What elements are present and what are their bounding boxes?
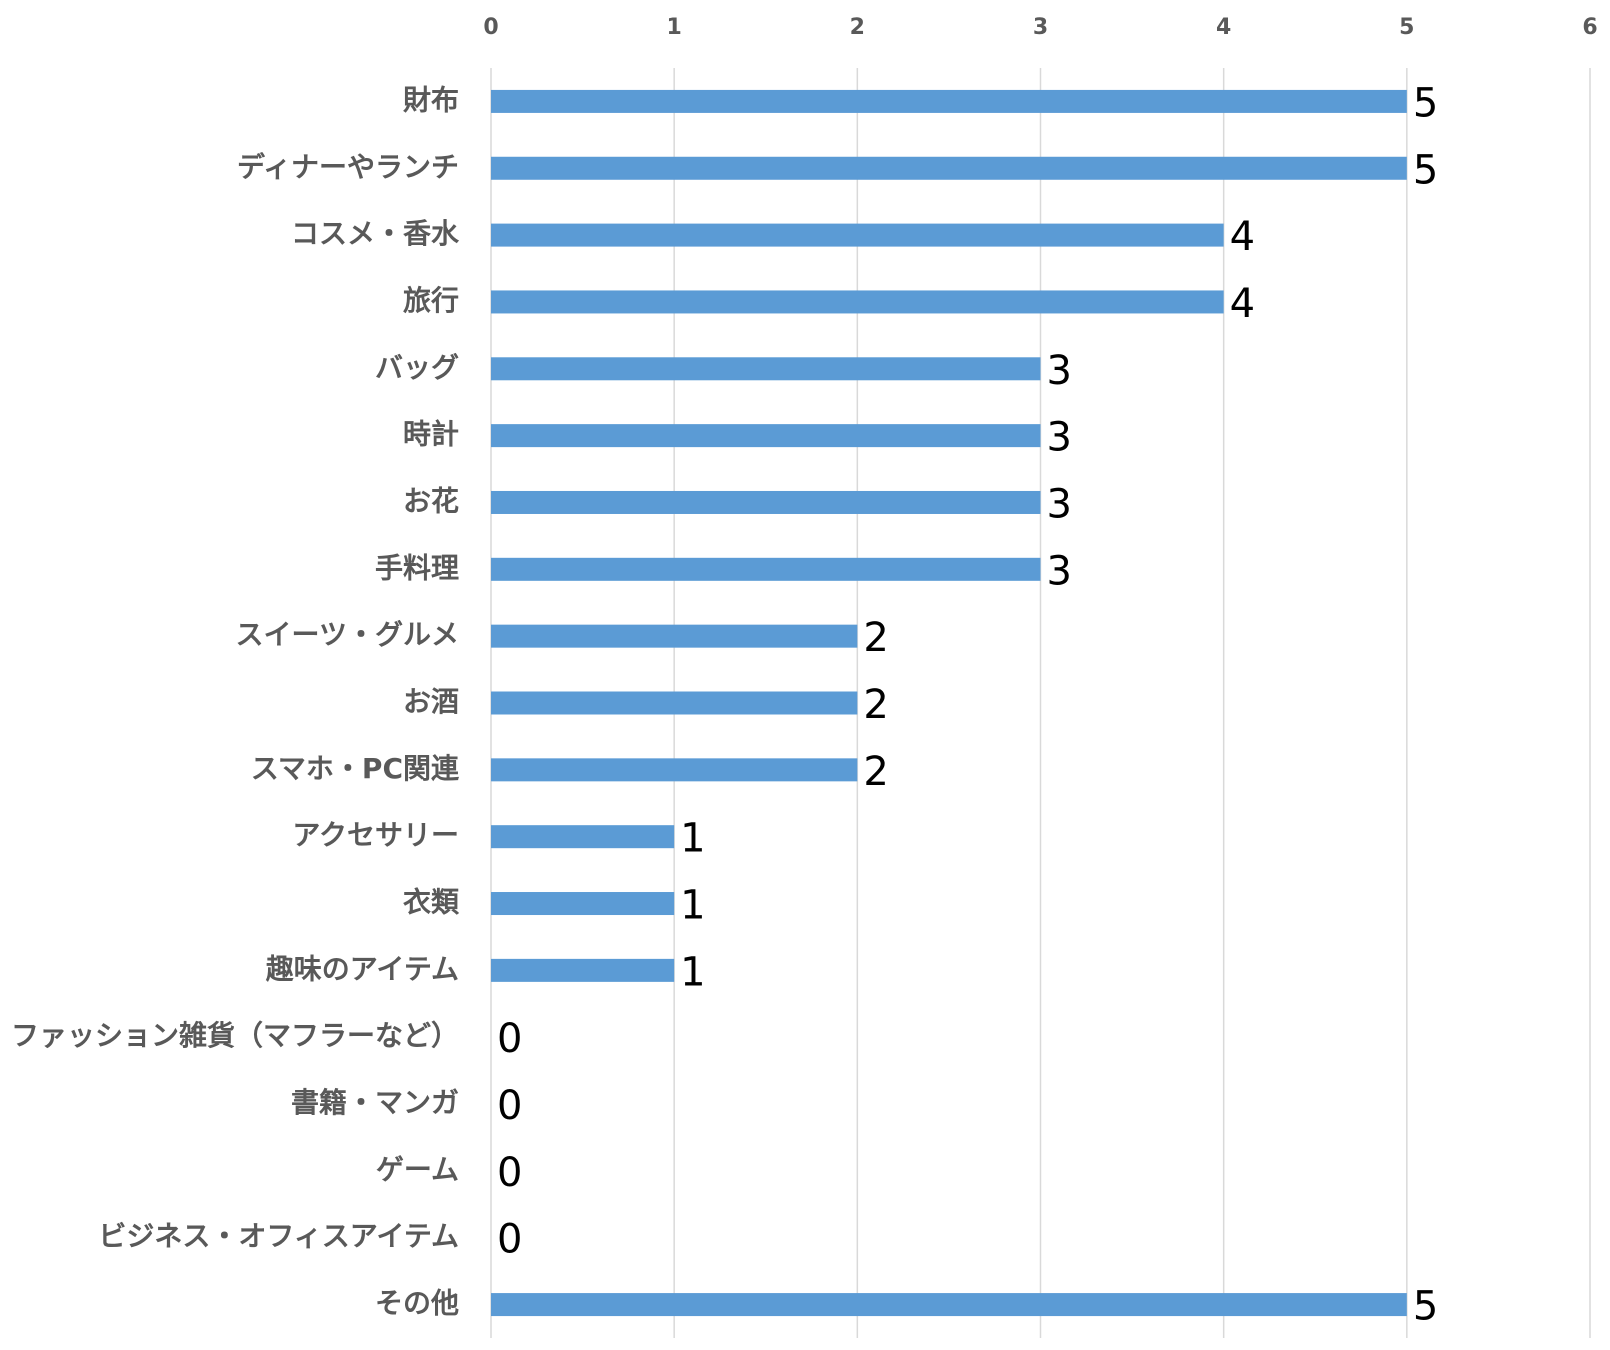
value-label: 3 [1047,415,1072,461]
y-tick-label: お酒 [403,685,459,718]
x-tick-label: 4 [1216,15,1231,40]
x-tick-label: 2 [850,15,865,40]
value-label: 1 [680,949,705,995]
value-label: 5 [1413,80,1438,126]
y-tick-label: スマホ・PC関連 [251,752,460,785]
bar [491,357,1041,381]
y-tick-label: その他 [375,1287,459,1320]
value-label: 2 [863,615,888,661]
x-tick-label: 3 [1033,15,1048,40]
value-label: 3 [1047,548,1072,594]
y-tick-label: アクセサリー [292,819,459,852]
bar [491,892,675,916]
y-tick-label: ビジネス・オフィスアイテム [98,1220,459,1253]
value-label: 1 [680,816,705,862]
bar [491,490,1041,514]
x-tick-label: 5 [1399,15,1414,40]
bar [491,691,858,715]
y-tick-label: コスメ・香水 [291,217,460,250]
value-label: 0 [497,1083,522,1129]
bar [491,1293,1407,1317]
x-tick-label: 1 [667,15,682,40]
x-tick-label: 0 [483,15,498,40]
value-label: 3 [1047,348,1072,394]
y-tick-label: 時計 [403,418,459,451]
value-label: 1 [680,883,705,929]
value-label: 2 [863,749,888,795]
bar [491,958,675,982]
bar [491,825,675,849]
value-label: 5 [1413,1284,1438,1330]
y-tick-label: 衣類 [403,886,460,919]
y-tick-label: 手料理 [375,551,459,584]
bar [491,624,858,648]
y-tick-label: 書籍・マンガ [291,1086,459,1119]
bar [491,290,1224,314]
value-label: 3 [1047,481,1072,527]
y-tick-label: ファッション雑貨（マフラーなど） [11,1019,459,1052]
y-tick-label: 旅行 [403,284,459,317]
value-label: 5 [1413,147,1438,193]
value-label: 0 [497,1217,522,1263]
value-label: 4 [1230,214,1255,260]
y-tick-label: 趣味のアイテム [266,952,459,985]
y-tick-label: ディナーやランチ [237,150,459,183]
y-tick-label: お花 [403,484,459,517]
bar [491,557,1041,581]
bar [491,223,1224,247]
bar [491,89,1407,113]
bar [491,424,1041,448]
value-label: 0 [497,1150,522,1196]
y-tick-label: 財布 [403,83,459,116]
y-tick-label: ゲーム [376,1153,459,1186]
value-label: 0 [497,1016,522,1062]
y-tick-label: スイーツ・グルメ [236,618,459,651]
bar [491,156,1407,180]
bar [491,758,858,782]
value-label: 2 [863,682,888,728]
y-tick-label: バッグ [375,351,459,384]
x-tick-label: 6 [1582,15,1597,40]
value-label: 4 [1230,281,1255,327]
